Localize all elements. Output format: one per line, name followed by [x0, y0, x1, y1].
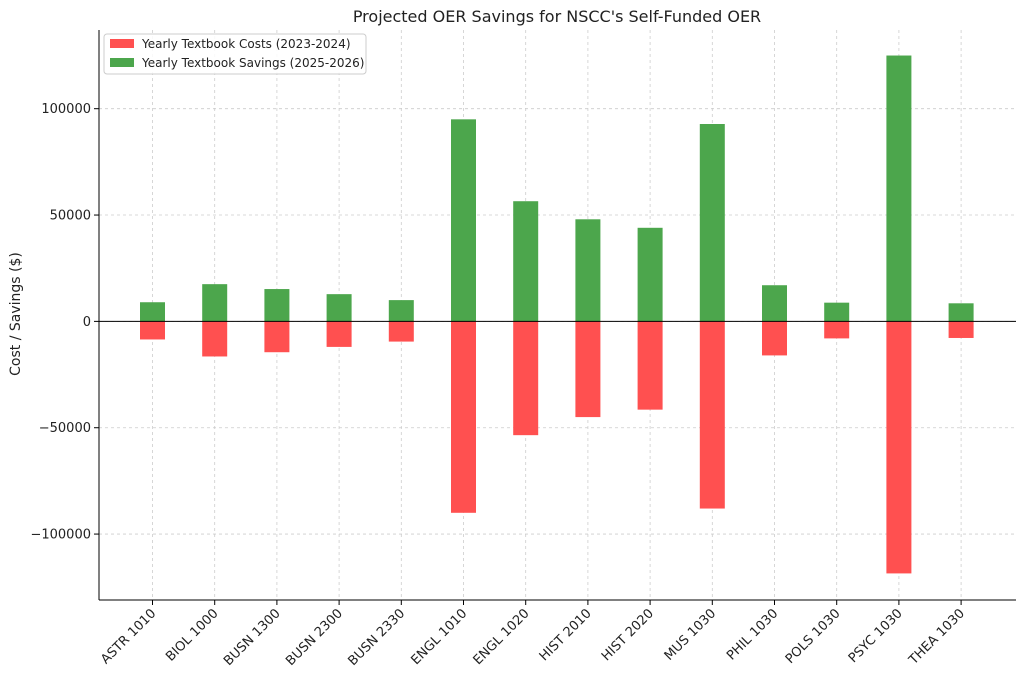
bar-cost: [202, 321, 228, 357]
x-tick-label: PSYC 1030: [846, 606, 906, 666]
bar-cost: [699, 321, 725, 509]
legend: Yearly Textbook Costs (2023-2024) Yearly …: [103, 33, 367, 75]
x-tick-label: MUS 1030: [662, 606, 719, 663]
bar-savings: [451, 119, 476, 322]
x-tick-label: PHIL 1030: [724, 606, 781, 663]
bars: [140, 55, 974, 574]
y-tick-label: −50000: [39, 421, 91, 436]
legend-label: Yearly Textbook Costs (2023-2024): [141, 37, 351, 51]
y-axis-title: Cost / Savings ($): [8, 252, 24, 376]
bar-savings: [575, 219, 601, 322]
x-tick-label: BIOL 1000: [163, 606, 221, 664]
x-tick-label: BUSN 2300: [283, 606, 346, 669]
bar-cost: [264, 321, 290, 353]
x-tick-label: ASTR 1010: [98, 606, 159, 667]
bar-cost: [575, 321, 601, 418]
bar-savings: [202, 284, 228, 322]
legend-box: [103, 33, 367, 75]
bar-savings: [824, 302, 850, 322]
bar-savings: [326, 294, 352, 322]
bar-cost: [886, 321, 912, 574]
bar-savings: [948, 303, 974, 322]
y-tick-label: −100000: [30, 528, 91, 543]
y-tick-label: 100000: [41, 102, 91, 117]
bar-savings: [699, 124, 725, 322]
x-tick-label: ENGL 1010: [408, 606, 470, 668]
bar-savings: [264, 289, 290, 322]
legend-label: Yearly Textbook Savings (2025-2026): [141, 56, 364, 70]
chart-title: Projected OER Savings for NSCC's Self-Fu…: [353, 7, 761, 26]
bar-cost: [948, 321, 974, 338]
bar-cost: [513, 321, 539, 436]
x-tick-label: HIST 2020: [599, 606, 657, 664]
bar-savings: [513, 201, 539, 322]
y-ticks: −100000 −50000 0 50000 100000: [30, 102, 99, 543]
x-tick-label: HIST 2010: [537, 606, 595, 664]
y-tick-label: 50000: [50, 209, 91, 224]
x-tick-label: POLS 1030: [783, 606, 844, 667]
bar-savings: [886, 55, 912, 322]
legend-swatch: [110, 39, 134, 48]
bar-cost: [824, 321, 850, 339]
bar-savings: [388, 300, 414, 322]
y-tick-label: 0: [83, 315, 91, 330]
bar-cost: [762, 321, 787, 356]
x-tick-label: BUSN 1300: [221, 606, 284, 669]
grid: [99, 30, 1016, 600]
bar-cost: [388, 321, 414, 342]
bar-savings: [637, 227, 663, 322]
bar-cost: [326, 321, 352, 347]
axes: [98, 30, 1016, 601]
legend-swatch: [110, 58, 134, 67]
bar-cost: [451, 321, 476, 513]
x-tick-label: THEA 1030: [906, 606, 968, 668]
x-tick-label: BUSN 2330: [345, 606, 408, 669]
bar-cost: [140, 321, 165, 340]
bar-savings: [762, 285, 787, 322]
bar-savings: [140, 302, 165, 322]
bar-cost: [637, 321, 663, 410]
x-tick-label: ENGL 1020: [471, 606, 533, 668]
x-ticks: ASTR 1010 BIOL 1000 BUSN 1300 BUSN 2300 BUSN…: [98, 600, 968, 669]
